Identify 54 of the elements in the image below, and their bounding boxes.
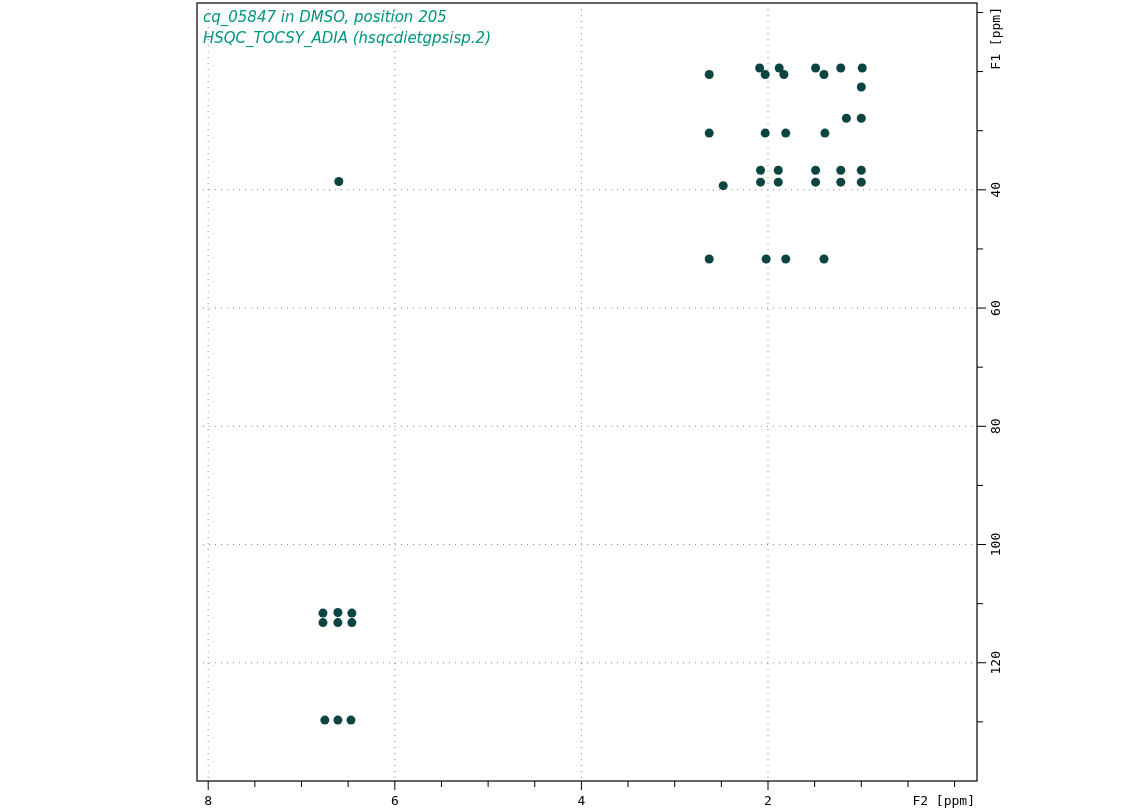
- y-tick-label: 120: [988, 651, 1003, 675]
- point: [836, 63, 846, 73]
- point: [704, 254, 714, 264]
- point: [760, 128, 770, 138]
- point: [347, 608, 357, 618]
- point: [841, 113, 851, 123]
- point: [779, 70, 789, 80]
- point: [856, 165, 866, 175]
- point: [704, 128, 714, 138]
- point: [346, 715, 356, 725]
- y-axis-title: F1 [ppm]: [988, 7, 1003, 70]
- point: [811, 165, 821, 175]
- x-tick-label: 2: [764, 793, 772, 808]
- point: [756, 165, 766, 175]
- point: [774, 63, 784, 73]
- point: [811, 177, 821, 187]
- point: [318, 618, 328, 628]
- y-tick-label: 60: [988, 300, 1003, 316]
- point: [333, 618, 343, 628]
- text: HSQC_TOCSY_ADIA (hsqcdietgpsisp.2): [203, 29, 492, 48]
- point: [857, 63, 867, 73]
- point: [704, 70, 714, 80]
- point: [760, 70, 770, 80]
- point: [773, 165, 783, 175]
- x-axis-title: F2 [ppm]: [912, 793, 975, 808]
- point: [836, 165, 846, 175]
- point: [856, 113, 866, 123]
- point: [781, 128, 791, 138]
- x-tick-label: 6: [390, 793, 399, 808]
- point: [856, 82, 866, 92]
- point: [756, 177, 766, 187]
- point: [819, 70, 829, 80]
- point: [811, 63, 821, 73]
- x-tick-label: 4: [577, 793, 586, 808]
- y-tick-label: 40: [988, 181, 1003, 198]
- point: [820, 128, 830, 138]
- point: [761, 254, 771, 264]
- point: [318, 608, 328, 618]
- point: [836, 177, 846, 187]
- x-tick-label: 8: [204, 793, 213, 808]
- point: [333, 608, 343, 618]
- point: [347, 618, 357, 628]
- chart-title: cq_05847 in DMSO, position 205: [203, 8, 447, 27]
- point: [819, 254, 829, 264]
- point: [333, 715, 343, 725]
- point: [718, 181, 728, 191]
- y-tick-label: 100: [988, 532, 1003, 557]
- y-tick-label: 80: [988, 418, 1003, 435]
- point: [320, 715, 330, 725]
- point: [781, 254, 791, 264]
- point: [856, 177, 866, 187]
- point: [334, 177, 344, 187]
- point: [755, 63, 765, 73]
- point: [773, 177, 783, 187]
